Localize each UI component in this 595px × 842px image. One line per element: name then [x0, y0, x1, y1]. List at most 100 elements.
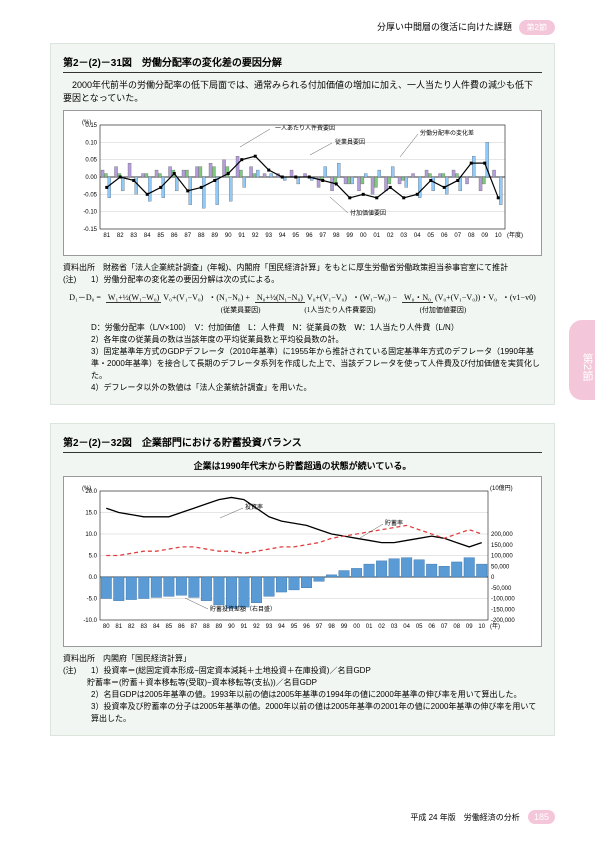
svg-text:87: 87 [191, 624, 198, 630]
section-tag: 第2節 [519, 20, 555, 35]
svg-text:04: 04 [403, 624, 410, 630]
svg-text:0: 0 [491, 575, 495, 581]
fig1-note3: 3）固定基準年方式のGDPデフレータ（2010年基準）に1955年から推計されて… [63, 346, 542, 382]
svg-text:82: 82 [128, 624, 135, 630]
svg-text:投資率: 投資率 [245, 503, 263, 511]
svg-text:96: 96 [303, 624, 310, 630]
svg-text:0.10: 0.10 [85, 141, 97, 147]
svg-text:(年): (年) [490, 622, 500, 630]
svg-text:88: 88 [198, 233, 205, 239]
svg-text:93: 93 [265, 233, 272, 239]
svg-text:81: 81 [115, 624, 122, 630]
fig1-subtitle: 2000年代前半の労働分配率の低下局面では、通常みられる付加価値の増加に加え、一… [63, 79, 542, 104]
svg-text:89: 89 [211, 233, 218, 239]
svg-text:貯蓄率: 貯蓄率 [385, 519, 403, 527]
svg-text:91: 91 [241, 624, 248, 630]
svg-text:09: 09 [481, 233, 488, 239]
svg-text:80: 80 [103, 624, 110, 630]
svg-text:85: 85 [157, 233, 164, 239]
figure-32: 第2－(2)－32図 企業部門における貯蓄投資バランス 企業は1990年代末から… [50, 423, 555, 736]
svg-text:05: 05 [416, 624, 423, 630]
svg-text:100,000: 100,000 [491, 554, 513, 560]
svg-text:95: 95 [292, 233, 299, 239]
svg-text:5.0: 5.0 [89, 554, 98, 560]
svg-text:02: 02 [378, 624, 385, 630]
svg-text:06: 06 [428, 624, 435, 630]
fig1-note2: 2）各年度の従業員の数は当該年度の平均従業員数と平均役員数の計。 [63, 334, 542, 346]
svg-text:01: 01 [366, 624, 373, 630]
svg-text:200,000: 200,000 [491, 532, 513, 538]
note-label: (注) [63, 274, 91, 286]
svg-text:87: 87 [184, 233, 191, 239]
svg-text:90: 90 [228, 624, 235, 630]
svg-text:0.0: 0.0 [89, 575, 98, 581]
svg-text:91: 91 [238, 233, 245, 239]
svg-text:0.05: 0.05 [85, 158, 97, 164]
fig1-note4: 4）デフレータ以外の数値は「法人企業統計調査」を用いた。 [63, 382, 542, 394]
svg-text:90: 90 [225, 233, 232, 239]
svg-text:(年度): (年度) [507, 231, 523, 239]
svg-text:97: 97 [316, 624, 323, 630]
svg-text:94: 94 [278, 624, 285, 630]
svg-text:-5.0: -5.0 [87, 597, 98, 603]
svg-text:01: 01 [373, 233, 380, 239]
fig1-note1: 1）労働分配率の変化差の要因分解は次の式による。 [91, 275, 279, 284]
svg-text:0.00: 0.00 [85, 175, 97, 181]
page-footer: 平成 24 年版 労働経済の分析 185 [410, 810, 555, 824]
svg-text:労働分配率の変化差: 労働分配率の変化差 [420, 129, 474, 137]
svg-text:93: 93 [266, 624, 273, 630]
fig2-subtitle: 企業は1990年代末から貯蓄超過の状態が続いている。 [63, 459, 542, 472]
svg-text:04: 04 [414, 233, 421, 239]
svg-text:10.0: 10.0 [85, 532, 97, 538]
svg-text:06: 06 [441, 233, 448, 239]
fig2-notes: 資料出所 内閣府「国民経済計算」 (注)1）投資率＝(総固定資本形成−固定資本減… [63, 653, 542, 725]
svg-text:-50,000: -50,000 [491, 586, 512, 592]
svg-text:09: 09 [466, 624, 473, 630]
svg-text:15.0: 15.0 [85, 511, 97, 517]
svg-text:83: 83 [140, 624, 147, 630]
svg-text:(%): (%) [82, 120, 91, 126]
svg-text:50,000: 50,000 [491, 565, 510, 571]
svg-text:02: 02 [387, 233, 394, 239]
svg-text:97: 97 [319, 233, 326, 239]
side-tab: 第2節 [569, 320, 595, 400]
svg-text:95: 95 [291, 624, 298, 630]
figure-31: 第2－(2)－31図 労働分配率の変化差の要因分解 2000年代前半の労働分配率… [50, 43, 555, 405]
svg-text:92: 92 [253, 624, 260, 630]
svg-text:08: 08 [468, 233, 475, 239]
svg-text:82: 82 [117, 233, 124, 239]
fig2-title: 第2－(2)－32図 企業部門における貯蓄投資バランス [63, 434, 542, 453]
svg-text:10: 10 [478, 624, 485, 630]
svg-text:96: 96 [306, 233, 313, 239]
svg-text:従業員要因: 従業員要因 [335, 138, 365, 146]
svg-text:99: 99 [346, 233, 353, 239]
svg-text:86: 86 [171, 233, 178, 239]
svg-text:-0.10: -0.10 [83, 210, 97, 216]
fig2-note3: 3）投資率及び貯蓄率の分子は2005年基準の値。2000年以前の値は2005年基… [63, 701, 542, 725]
fig2-note1: 1）投資率＝(総固定資本形成−固定資本減耗＋土地投資＋在庫投資)／名目GDP 貯… [63, 666, 371, 687]
svg-text:89: 89 [216, 624, 223, 630]
svg-text:03: 03 [400, 233, 407, 239]
svg-text:07: 07 [454, 233, 461, 239]
svg-text:10: 10 [495, 233, 502, 239]
svg-text:(10億円): (10億円) [490, 484, 513, 492]
svg-text:84: 84 [153, 624, 160, 630]
svg-text:83: 83 [130, 233, 137, 239]
fig1-title: 第2－(2)－31図 労働分配率の変化差の要因分解 [63, 54, 542, 73]
fig2-source: 資料出所 内閣府「国民経済計算」 [63, 654, 191, 663]
fig2-note2: 2）名目GDPは2005年基準の値。1993年以前の値は2005年基準の1994… [63, 689, 542, 701]
footer-text: 平成 24 年版 労働経済の分析 [410, 813, 519, 822]
header-text: 分厚い中間層の復活に向けた課題 [377, 22, 512, 32]
page-number: 185 [528, 810, 555, 824]
svg-text:00: 00 [360, 233, 367, 239]
svg-text:05: 05 [427, 233, 434, 239]
svg-text:08: 08 [453, 624, 460, 630]
fig1-formula: D₁－D₀ = W₁+½(W₁−W₀)V₀+(V₁−V₀)・(N₁−N₀) + … [63, 292, 542, 316]
fig2-chart: -10.0-5.00.05.010.015.020.0-200,000-150,… [63, 476, 542, 647]
fig1-chart: -0.15-0.10-0.050.000.050.100.15818283848… [63, 110, 542, 256]
page-header: 分厚い中間層の復活に向けた課題 第2節 [50, 20, 555, 35]
svg-text:98: 98 [328, 624, 335, 630]
svg-text:98: 98 [333, 233, 340, 239]
svg-text:85: 85 [165, 624, 172, 630]
svg-text:03: 03 [391, 624, 398, 630]
